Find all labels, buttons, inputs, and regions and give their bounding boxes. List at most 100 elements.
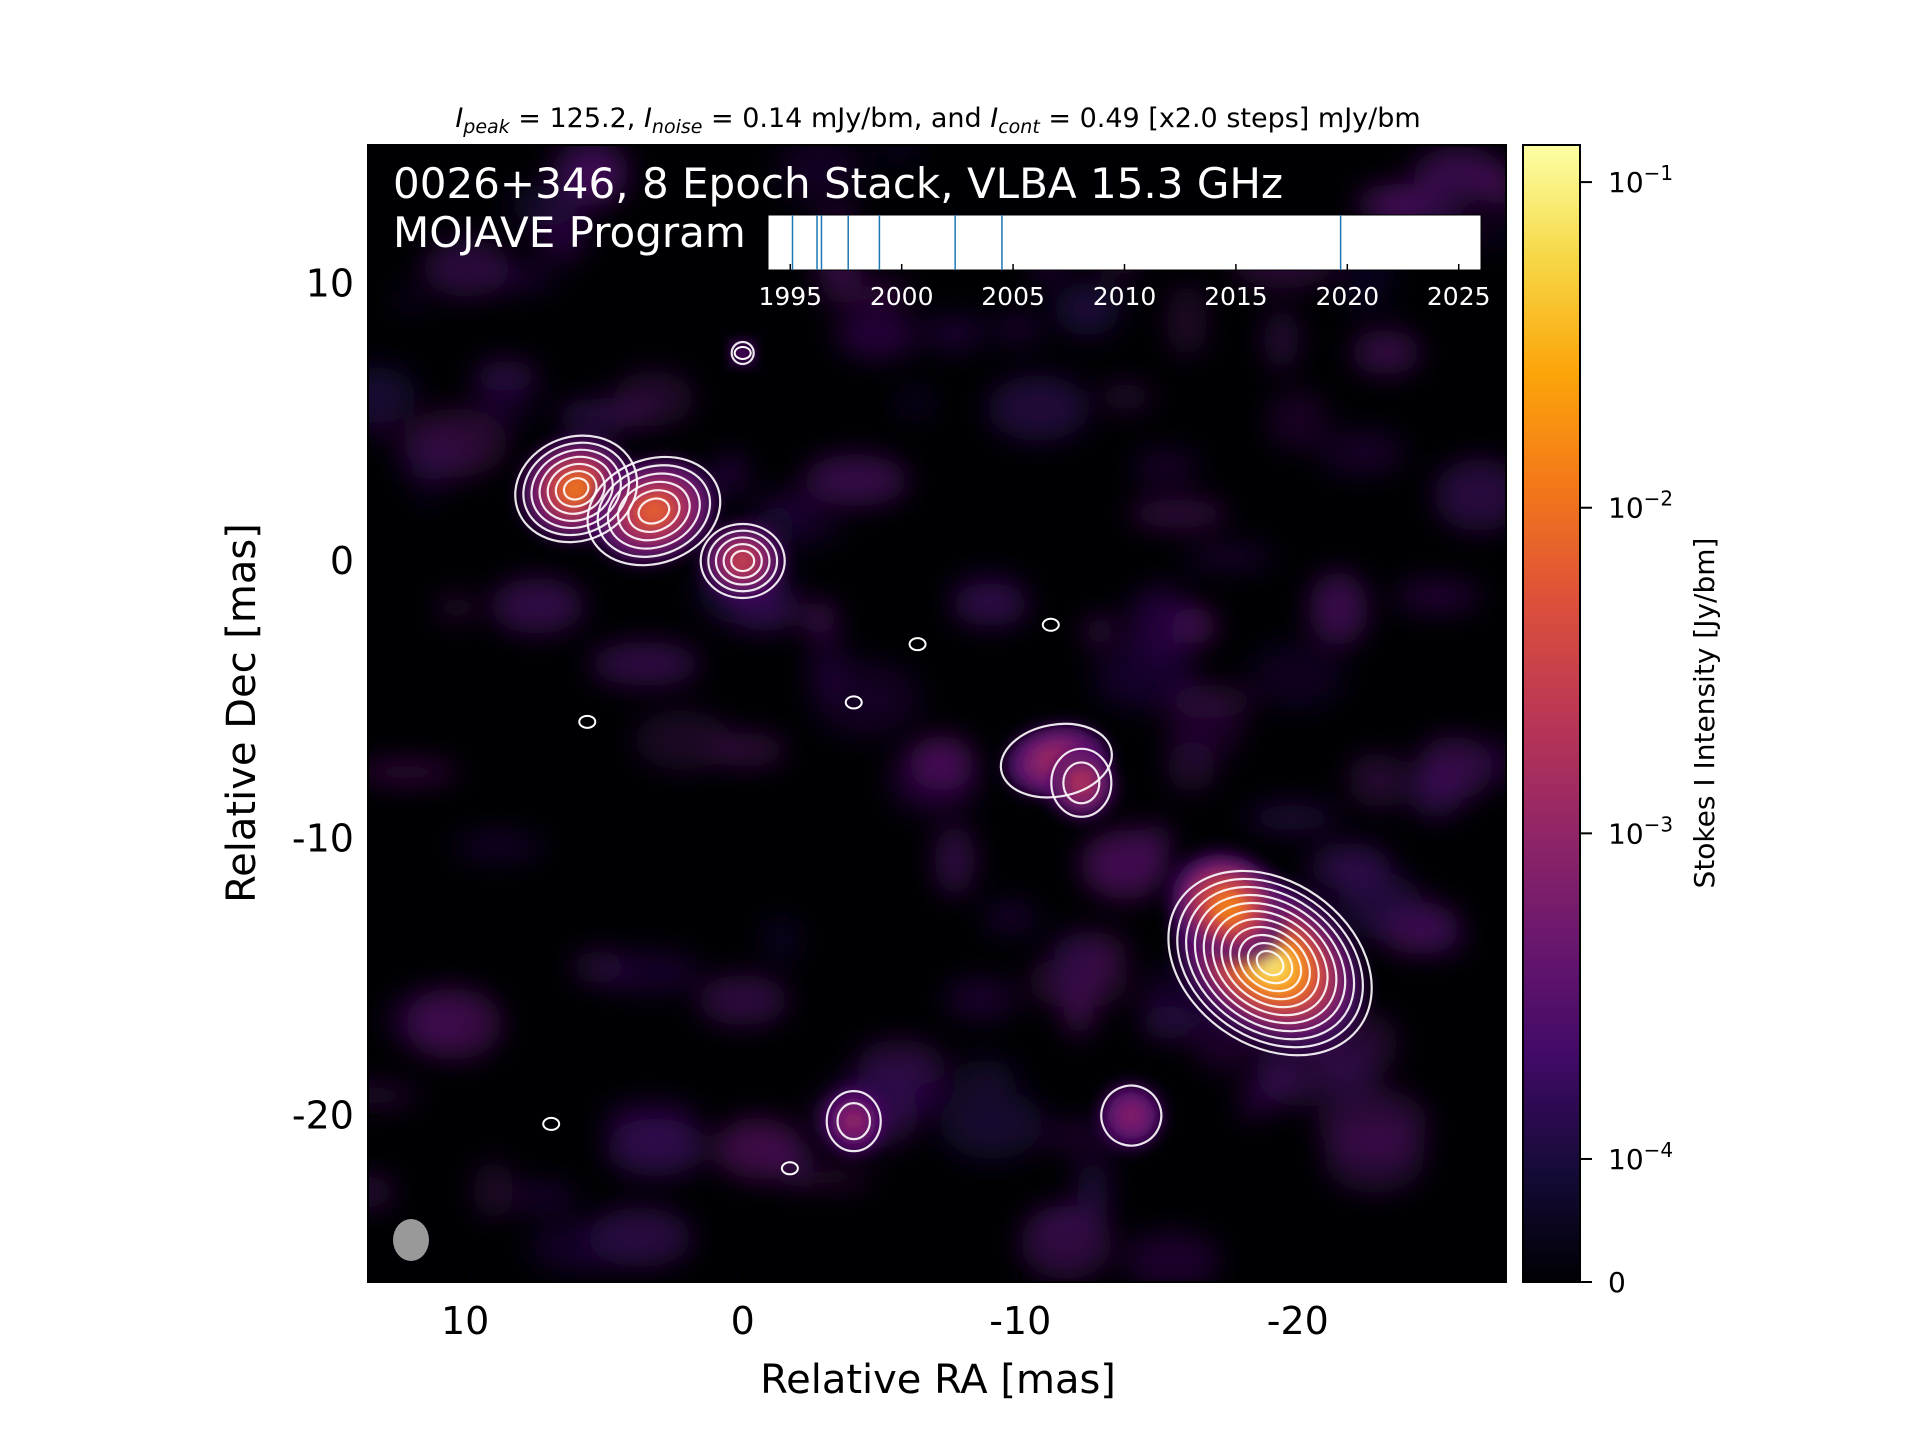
colorbar-label: Stokes I Intensity [Jy/bm]	[1688, 538, 1721, 889]
noise-blob	[994, 315, 1042, 342]
timeline-tick-label: 2020	[1316, 282, 1380, 311]
contour-line	[522, 441, 631, 537]
noise-blob	[453, 833, 544, 859]
noise-blob	[944, 978, 1017, 1020]
noise-blob	[1267, 390, 1328, 450]
noise-blob	[1100, 382, 1153, 411]
noise-blob	[714, 1117, 802, 1180]
noise-blob	[435, 595, 478, 620]
noise-blob	[1329, 1044, 1377, 1096]
noise-blob	[1054, 282, 1121, 336]
timeline-tick-label: 2000	[870, 282, 934, 311]
noise-blob	[934, 824, 975, 896]
noise-blob	[391, 286, 429, 313]
contour-line	[1220, 917, 1320, 1009]
colorbar-tick-label: 10−3	[1608, 812, 1673, 850]
contour-line	[707, 529, 779, 593]
noise-blob	[1020, 1205, 1112, 1280]
noise-blob	[909, 735, 974, 791]
noise-blob	[802, 602, 838, 635]
contour-line	[1185, 885, 1356, 1041]
y-tick-label: 10	[306, 262, 354, 306]
noise-blob	[368, 1176, 395, 1208]
noise-blob	[1480, 168, 1506, 207]
y-tick-label: -20	[292, 1094, 354, 1138]
noise-blob	[473, 1160, 514, 1220]
noise-blob	[878, 145, 919, 159]
noise-blob	[834, 309, 918, 359]
contour-line	[530, 448, 622, 530]
noise-blob	[613, 370, 694, 427]
contour-line	[825, 1090, 882, 1153]
y-tick-label: -10	[292, 816, 354, 860]
contour-line	[1255, 949, 1285, 977]
noise-blob	[1083, 616, 1116, 646]
y-tick-label: 0	[330, 539, 354, 583]
x-axis-ticks: 10 0 -10 -20	[441, 1270, 1329, 1343]
noise-blob	[368, 366, 416, 424]
noise-blob	[757, 493, 820, 514]
noise-blob	[1127, 586, 1195, 662]
contour-line	[722, 543, 763, 579]
contour-line	[586, 455, 722, 567]
noise-blob	[606, 1118, 707, 1177]
contour-lines	[514, 340, 1373, 1176]
contour-line	[780, 1161, 799, 1176]
noise-blob	[939, 1087, 1043, 1160]
contour-line	[699, 522, 786, 600]
contour-line	[1167, 869, 1373, 1057]
noise-blob	[697, 974, 788, 1026]
timeline-tick-label: 2010	[1093, 282, 1157, 311]
noise-blob	[898, 391, 933, 415]
contour-line	[542, 1116, 561, 1131]
noise-blob	[1393, 579, 1481, 614]
noise-blob	[405, 988, 502, 1060]
noise-blob	[1319, 430, 1405, 475]
timeline-epoch-lines	[791, 215, 1342, 270]
noise-blob	[474, 368, 534, 426]
noise-blob	[951, 583, 1029, 626]
timeline-box	[767, 214, 1482, 271]
contour-line	[1193, 893, 1347, 1033]
x-axis-label: Relative RA [mas]	[760, 1357, 1116, 1403]
colorbar-tick-label: 10−1	[1608, 161, 1673, 199]
timeline-tick-label: 2005	[981, 282, 1045, 311]
contour-line	[617, 480, 691, 542]
noise-blob	[1246, 804, 1337, 832]
contour-line	[1238, 933, 1303, 993]
contour-line	[730, 549, 756, 573]
contour-line	[627, 489, 681, 533]
timeline-ticks: 1995 2000 2005 2010 2015 2020 2025	[758, 264, 1491, 311]
contour-line	[1062, 761, 1101, 805]
noise-blob	[1094, 644, 1199, 710]
contour-line	[606, 472, 701, 550]
timeline-tick-label: 1995	[758, 282, 822, 311]
contour-line	[546, 462, 606, 515]
noise-blob	[1338, 872, 1423, 940]
noise-blob	[1262, 1055, 1297, 1101]
noise-blob	[987, 375, 1090, 442]
noise-blob	[634, 710, 732, 770]
emission-layer-9	[741, 351, 745, 355]
contour-line	[1100, 1084, 1163, 1147]
noise-blob	[778, 1167, 873, 1188]
noise-blob	[368, 761, 459, 783]
timeline-tick-label: 2015	[1204, 282, 1268, 311]
noise-blob	[1414, 910, 1457, 952]
noise-blob	[1434, 458, 1506, 532]
noise-blob	[560, 398, 627, 443]
x-tick-label: -10	[989, 1299, 1051, 1343]
noise-blob	[1238, 1081, 1276, 1120]
colorbar: 10−1 10−2 10−3 10−4 0 Stokes I Intensity [Jy…	[1522, 144, 1721, 1299]
noise-blob	[729, 583, 799, 632]
y-axis-ticks: 10 0 -10 -20	[292, 262, 380, 1138]
noise-blob	[422, 238, 511, 297]
colorbar-ticks: 10−1 10−2 10−3 10−4 0	[1580, 161, 1673, 1299]
contour-line	[1211, 909, 1329, 1017]
emission-layer-1	[643, 502, 664, 520]
contour-line	[908, 637, 927, 652]
contour-line	[730, 340, 755, 366]
colorbar-frame	[1522, 144, 1581, 1283]
noise-blob	[1351, 329, 1421, 375]
noise-blob	[506, 1183, 577, 1211]
